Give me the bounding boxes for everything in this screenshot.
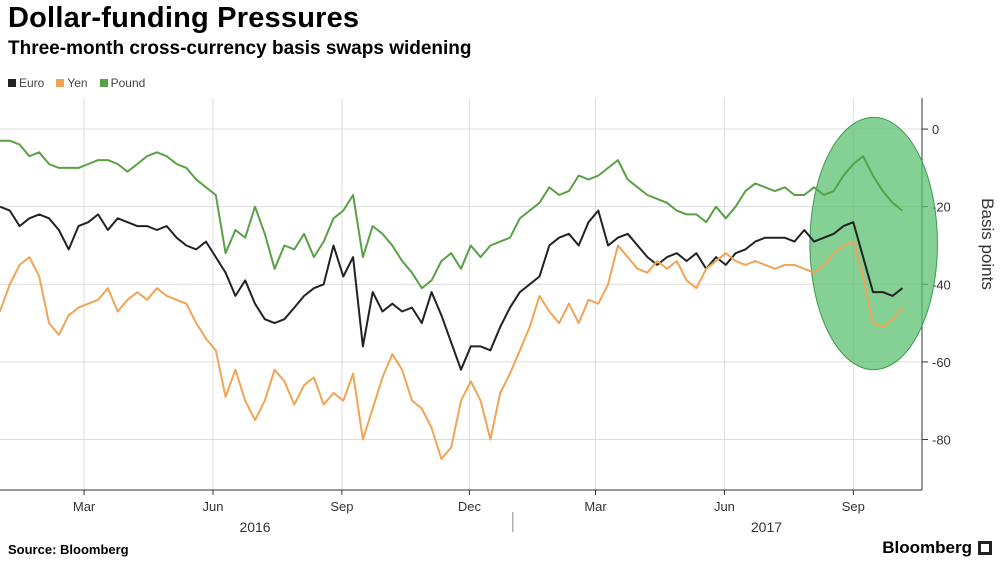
y-axis-label: Basis points	[978, 198, 997, 290]
series-line-euro	[0, 205, 904, 371]
y-tick-label-3: -60	[932, 355, 951, 370]
brand-logo: Bloomberg	[882, 538, 992, 558]
x-tick-label-1: Jun	[203, 499, 224, 514]
legend-swatch-pound	[99, 79, 108, 87]
legend-item-euro: Euro	[8, 76, 44, 90]
y-tick-label-1: -20	[932, 200, 951, 215]
brand-name: Bloomberg	[882, 538, 972, 557]
series-line-yen	[0, 240, 904, 460]
legend-label-euro: Euro	[19, 76, 45, 90]
y-tick-label-0: 0	[932, 122, 939, 137]
y-tick-label-4: -80	[932, 433, 951, 448]
year-label-1: 2017	[751, 519, 782, 535]
x-tick-label-6: Sep	[842, 499, 865, 514]
legend-item-pound: Pound	[99, 76, 146, 90]
legend-item-yen: Yen	[56, 76, 88, 90]
x-tick-label-4: Mar	[584, 499, 607, 514]
highlight-ellipse	[809, 116, 938, 371]
legend-swatch-yen	[56, 79, 65, 87]
y-tick-label-2: -40	[932, 277, 951, 292]
x-tick-label-2: Sep	[330, 499, 353, 514]
chart-title: Dollar-funding Pressures	[8, 2, 360, 34]
series-line-pound	[0, 139, 904, 290]
legend-label-yen: Yen	[67, 76, 88, 90]
x-tick-label-5: Jun	[714, 499, 735, 514]
legend-swatch-euro	[8, 79, 16, 87]
legend-label-pound: Pound	[110, 76, 146, 90]
source-note: Source: Bloomberg	[8, 542, 129, 557]
x-tick-label-3: Dec	[458, 499, 482, 514]
year-label-0: 2016	[239, 519, 270, 535]
bloomberg-icon	[978, 541, 992, 555]
chart-subtitle: Three-month cross-currency basis swaps w…	[8, 38, 472, 59]
legend: Euro Yen Pound	[8, 76, 145, 90]
x-tick-label-0: Mar	[73, 499, 96, 514]
